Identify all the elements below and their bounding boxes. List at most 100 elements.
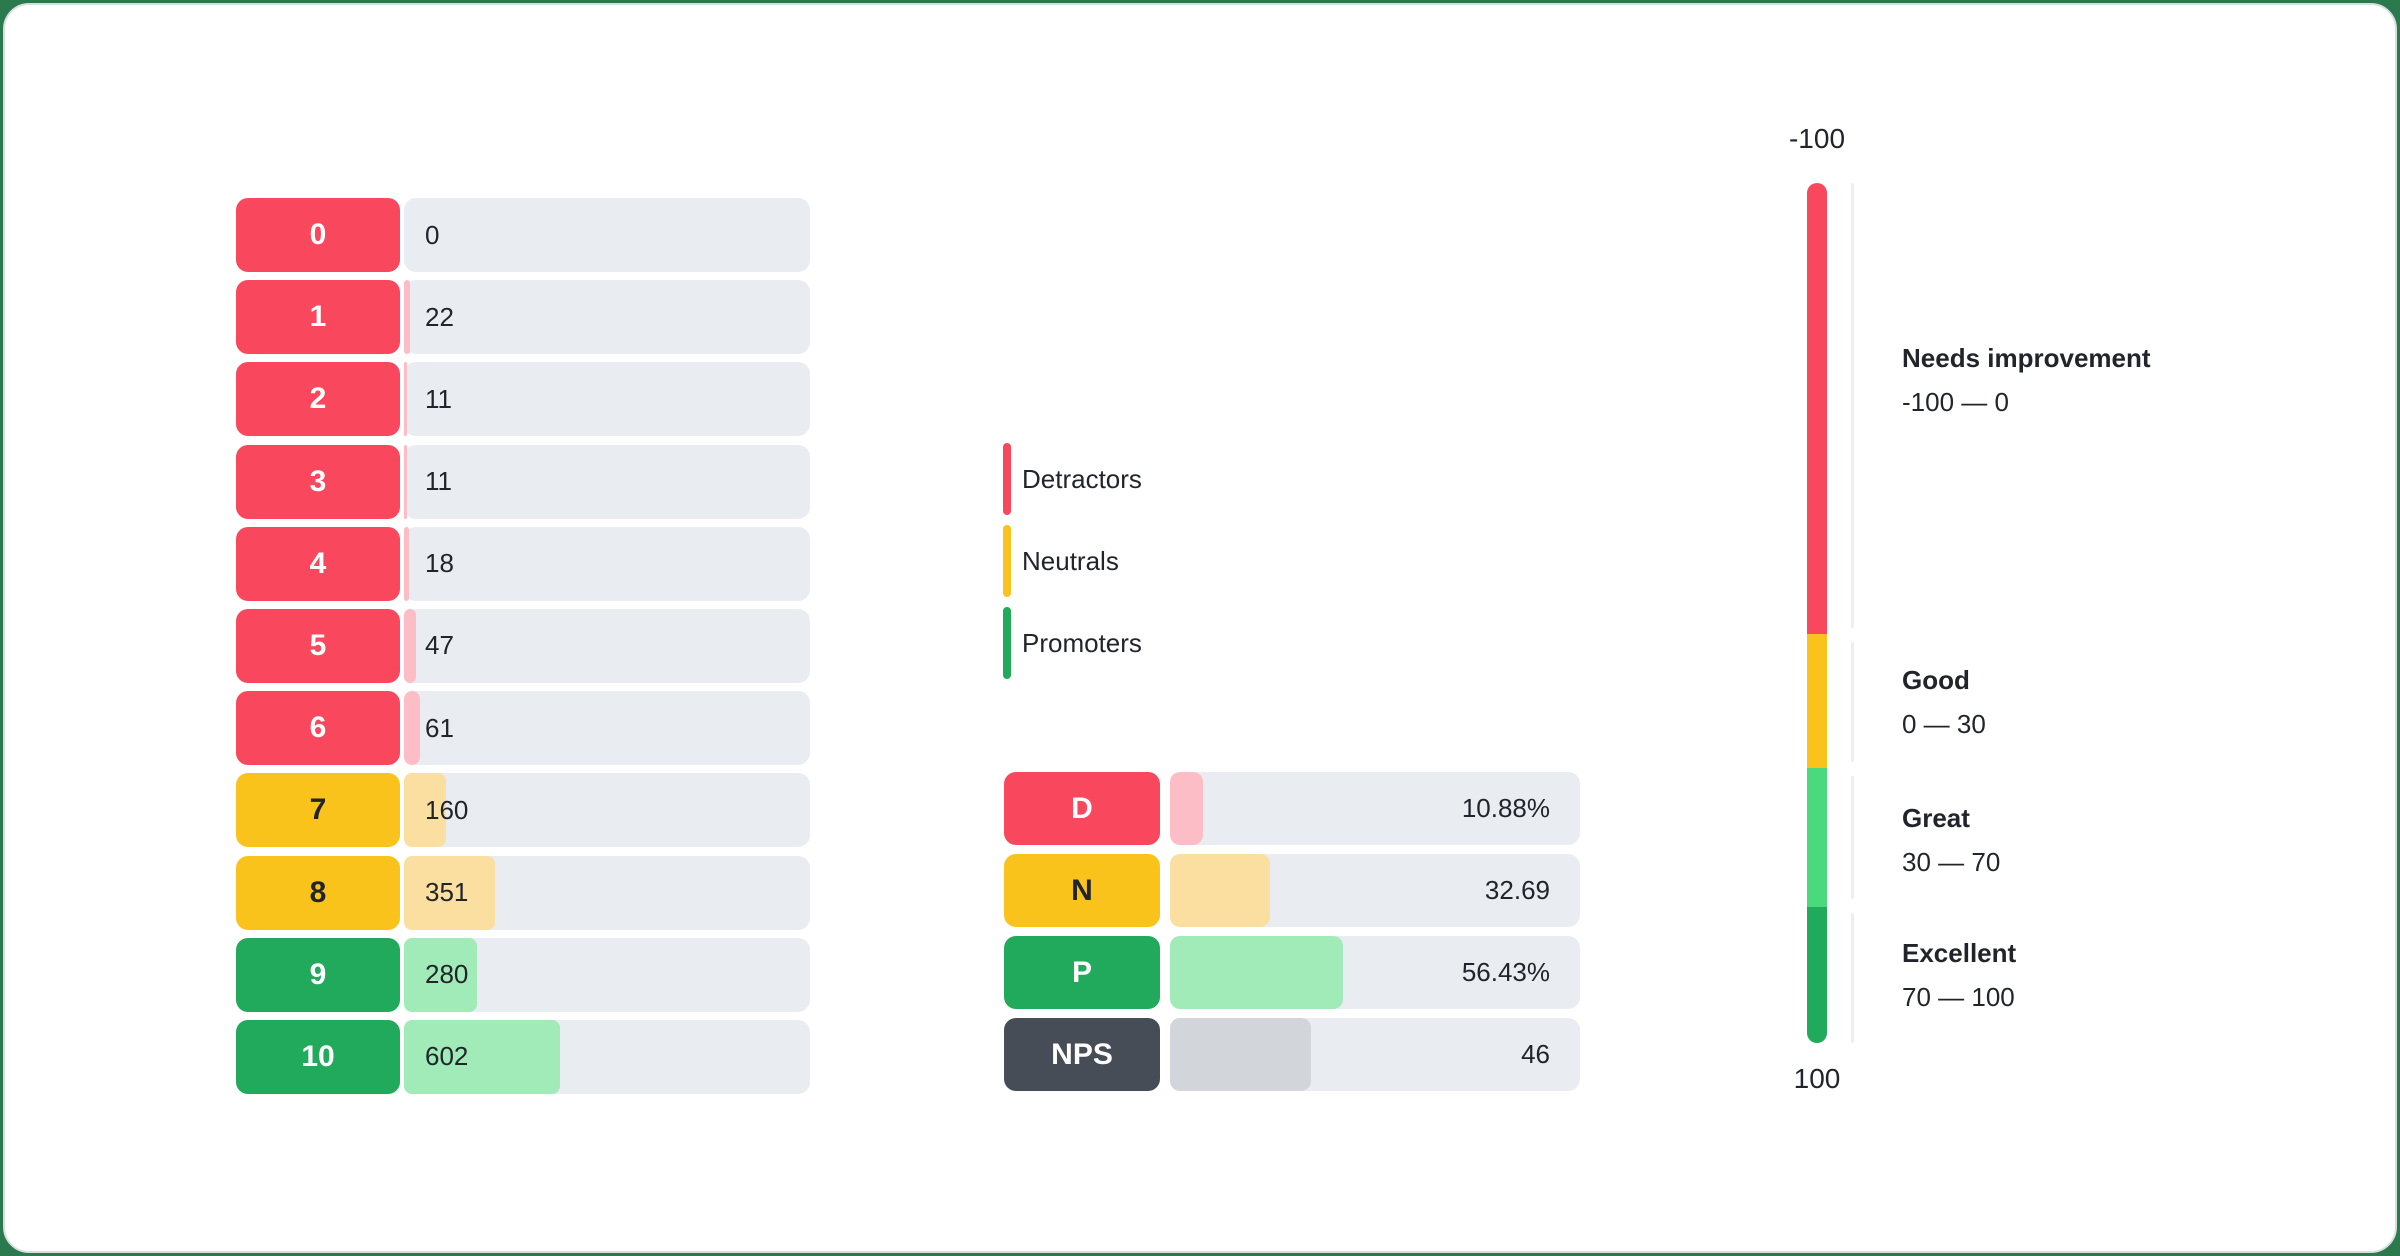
summary-bar-track: 46 bbox=[1170, 1018, 1580, 1091]
scale-min-label: -100 bbox=[1788, 123, 1846, 154]
scale-max-label: 100 bbox=[1793, 1063, 1841, 1094]
score-row: 8 351 bbox=[236, 855, 810, 930]
summary-bar-fill bbox=[1170, 854, 1271, 927]
summary-bar-fill bbox=[1170, 1018, 1311, 1091]
score-bar-fill bbox=[404, 855, 496, 930]
scale-segment bbox=[1807, 907, 1827, 1043]
score-chip: 9 bbox=[236, 937, 400, 1012]
scale-axis-segment bbox=[1851, 776, 1854, 899]
score-bar-track: 280 bbox=[404, 937, 810, 1012]
summary-chip: N bbox=[1004, 854, 1160, 927]
score-bar-fill bbox=[404, 773, 446, 848]
score-count: 18 bbox=[425, 548, 454, 579]
scale-zone-range: 0 — 30 bbox=[1902, 709, 1986, 739]
score-row: 7 160 bbox=[236, 773, 810, 848]
legend-swatch bbox=[1003, 607, 1011, 679]
score-bar-fill bbox=[404, 362, 408, 437]
legend-item: Neutrals bbox=[1003, 525, 1142, 597]
score-row: 10 602 bbox=[236, 1019, 810, 1094]
summary-row: D 10.88% bbox=[1004, 772, 1580, 845]
score-row: 3 11 bbox=[236, 444, 810, 519]
score-chip: 7 bbox=[236, 773, 400, 848]
summary-row: P 56.43% bbox=[1004, 936, 1580, 1009]
score-chip: 1 bbox=[236, 280, 400, 355]
summary-value: 46 bbox=[1521, 1039, 1550, 1069]
nps-scale-bar bbox=[1807, 183, 1827, 1043]
score-chip: 5 bbox=[236, 608, 400, 683]
legend-swatch bbox=[1003, 525, 1011, 597]
scale-zone-range: 70 — 100 bbox=[1902, 982, 2015, 1012]
scale-segment bbox=[1807, 633, 1827, 768]
legend-item: Detractors bbox=[1003, 443, 1142, 515]
score-chip: 8 bbox=[236, 855, 400, 930]
score-count: 47 bbox=[425, 630, 454, 661]
score-chip: 2 bbox=[236, 362, 400, 437]
score-row: 9 280 bbox=[236, 937, 810, 1012]
score-row: 5 47 bbox=[236, 608, 810, 683]
score-chip: 10 bbox=[236, 1019, 400, 1094]
score-count: 11 bbox=[425, 383, 452, 414]
scale-zone-title: Good bbox=[1902, 665, 1970, 695]
summary-chip: NPS bbox=[1004, 1018, 1160, 1091]
score-bar-fill bbox=[404, 526, 409, 601]
score-chip: 4 bbox=[236, 526, 400, 601]
score-bar-track: 47 bbox=[404, 608, 810, 683]
scale-zone: Needs improvement -100 — 0 bbox=[1902, 343, 2322, 417]
legend-label: Promoters bbox=[1022, 627, 1142, 658]
score-count: 11 bbox=[425, 466, 452, 497]
score-bar-track: 160 bbox=[404, 773, 810, 848]
nps-summary-chart: D 10.88% N 32.69 P 56.43% NPS 46 bbox=[1004, 772, 1580, 1091]
score-count: 351 bbox=[425, 877, 469, 907]
scale-zone-title: Great bbox=[1902, 803, 1970, 833]
score-bar-track: 18 bbox=[404, 526, 810, 601]
score-bar-fill bbox=[404, 691, 420, 766]
score-row: 0 0 bbox=[236, 198, 810, 272]
score-row: 1 22 bbox=[236, 280, 810, 355]
score-bar-fill bbox=[404, 937, 477, 1012]
scale-zone: Excellent 70 — 100 bbox=[1902, 938, 2322, 1012]
score-bar-track: 11 bbox=[404, 444, 810, 519]
scale-zone-title: Needs improvement bbox=[1902, 343, 2151, 373]
score-bar-track: 0 bbox=[404, 198, 810, 272]
summary-bar-track: 56.43% bbox=[1170, 936, 1580, 1009]
summary-bar-track: 10.88% bbox=[1170, 772, 1580, 845]
summary-chip: P bbox=[1004, 936, 1160, 1009]
score-bar-track: 22 bbox=[404, 280, 810, 355]
legend-label: Detractors bbox=[1022, 463, 1142, 494]
score-distribution-chart: 0 0 1 22 2 11 3 11 4 18 5 bbox=[236, 198, 810, 1094]
scale-segment bbox=[1807, 183, 1827, 634]
score-row: 2 11 bbox=[236, 362, 810, 437]
summary-value: 10.88% bbox=[1461, 793, 1550, 823]
legend-item: Promoters bbox=[1003, 607, 1142, 679]
scale-axis-segment bbox=[1851, 183, 1854, 628]
scale-axis-segment bbox=[1851, 642, 1854, 762]
score-bar-track: 61 bbox=[404, 691, 810, 766]
score-count: 22 bbox=[425, 301, 454, 332]
summary-chip: D bbox=[1004, 772, 1160, 845]
score-bar-fill bbox=[404, 280, 410, 355]
legend-label: Neutrals bbox=[1022, 545, 1119, 576]
scale-zone: Good 0 — 30 bbox=[1902, 665, 2322, 739]
scale-zone-range: 30 — 70 bbox=[1902, 847, 2001, 877]
scale-zone-range: -100 — 0 bbox=[1902, 387, 2009, 417]
score-count: 602 bbox=[425, 1041, 469, 1072]
score-bar-fill bbox=[404, 444, 408, 519]
score-bar-fill bbox=[404, 1019, 561, 1094]
score-chip: 3 bbox=[236, 444, 400, 519]
score-bar-track: 11 bbox=[404, 362, 810, 437]
score-bar-track: 351 bbox=[404, 855, 810, 930]
score-count: 160 bbox=[425, 794, 469, 825]
score-chip: 6 bbox=[236, 691, 400, 766]
legend: Detractors Neutrals Promoters bbox=[1003, 443, 1142, 679]
legend-swatch bbox=[1003, 443, 1011, 515]
scale-segment bbox=[1807, 767, 1827, 908]
summary-bar-fill bbox=[1170, 772, 1204, 845]
summary-value: 32.69 bbox=[1484, 875, 1550, 905]
score-count: 0 bbox=[425, 219, 440, 250]
summary-value: 56.43% bbox=[1461, 957, 1550, 987]
summary-bar-fill bbox=[1170, 936, 1343, 1009]
summary-bar-track: 32.69 bbox=[1170, 854, 1580, 927]
score-row: 6 61 bbox=[236, 691, 810, 766]
score-count: 61 bbox=[425, 712, 454, 743]
score-row: 4 18 bbox=[236, 526, 810, 601]
